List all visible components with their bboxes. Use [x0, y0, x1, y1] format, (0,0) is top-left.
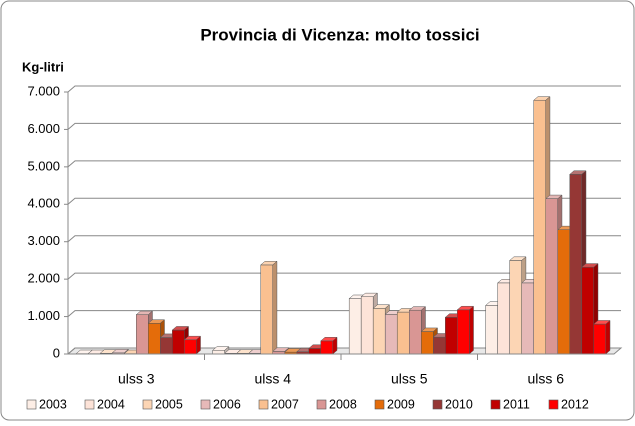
bar-front — [184, 339, 197, 355]
grid-line — [67, 85, 621, 93]
bar-side — [469, 305, 474, 355]
bar-side — [605, 319, 611, 355]
bar-front — [260, 264, 274, 355]
legend-swatch — [316, 399, 327, 410]
grid-line — [67, 272, 621, 280]
grid-line — [67, 197, 621, 205]
legend-swatch — [258, 399, 269, 410]
bar-side — [332, 336, 338, 355]
legend-label: 2009 — [387, 397, 415, 411]
legend-label: 2010 — [445, 397, 473, 411]
grid-line — [67, 122, 621, 130]
y-tick-label: 3.000 — [27, 233, 60, 248]
bar-front — [457, 309, 470, 355]
bar-front — [509, 260, 522, 355]
bar-front — [581, 266, 595, 355]
legend-label: 2012 — [561, 397, 589, 411]
legend-label: 2004 — [97, 397, 125, 411]
bar-side — [196, 335, 201, 355]
x-tick-label: ulss 5 — [391, 371, 428, 387]
bar-front — [396, 311, 410, 355]
bar-front — [521, 282, 534, 355]
y-tick-label: 2.000 — [27, 271, 60, 286]
y-axis-label: Kg-litri — [22, 59, 64, 74]
x-tick-label: ulss 3 — [118, 371, 155, 387]
bar-front — [533, 99, 546, 355]
bar-front — [172, 329, 185, 355]
bar-front — [433, 336, 446, 355]
legend-swatch — [548, 399, 559, 410]
y-tick-label: 5.000 — [27, 158, 60, 173]
bar-front — [497, 282, 510, 355]
bar-front — [569, 174, 583, 355]
bar-front — [360, 296, 374, 355]
grid-line — [67, 310, 621, 317]
chart-title: Provincia di Vicenza: molto tossici — [200, 25, 479, 44]
bar-side — [272, 260, 278, 355]
legend-label: 2011 — [503, 397, 530, 411]
bar-front — [545, 198, 559, 355]
legend-swatch — [84, 399, 95, 410]
bar-front — [160, 337, 173, 355]
legend-label: 2007 — [271, 397, 299, 411]
legend-label: 2003 — [39, 397, 67, 411]
bar-front — [485, 305, 498, 355]
grid-line — [67, 160, 621, 168]
grid-line — [67, 235, 621, 243]
bar-front — [409, 309, 422, 355]
legend-label: 2008 — [329, 397, 357, 411]
bar-front — [557, 229, 571, 355]
y-tick-label: 6.000 — [27, 121, 60, 136]
bar-front — [593, 323, 607, 355]
legend-label: 2005 — [155, 397, 183, 411]
bar-front — [212, 350, 225, 355]
y-tick-label: 0 — [53, 345, 60, 360]
legend-swatch — [200, 399, 211, 410]
legend-swatch — [26, 399, 37, 410]
legend-swatch — [374, 399, 385, 410]
x-tick-label: ulss 4 — [254, 371, 291, 387]
bar-front — [445, 317, 458, 355]
legend-swatch — [490, 399, 501, 410]
legend-swatch — [432, 399, 443, 410]
x-tick-label: ulss 6 — [527, 371, 564, 387]
bar-front — [421, 331, 434, 355]
legend-swatch — [142, 399, 153, 410]
y-tick-label: 4.000 — [27, 196, 60, 211]
bar-front — [320, 340, 334, 355]
bar-front — [148, 323, 161, 355]
bar-front — [136, 314, 149, 355]
bar-front — [308, 348, 322, 355]
y-tick-label: 1.000 — [27, 308, 60, 323]
bar-front — [372, 308, 386, 355]
legend-label: 2006 — [213, 397, 241, 411]
bar-front — [348, 298, 362, 355]
y-tick-label: 7.000 — [27, 83, 60, 98]
bar-front — [384, 314, 398, 355]
